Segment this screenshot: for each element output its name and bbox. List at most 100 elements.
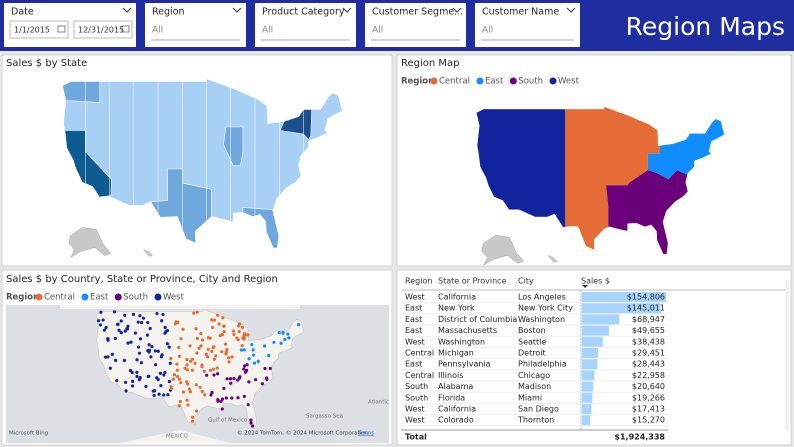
- table-cell: Central: [405, 349, 434, 358]
- chevron[interactable]: [452, 7, 462, 13]
- city-point: [211, 325, 215, 330]
- city-point: [169, 385, 173, 389]
- city-point: [212, 367, 216, 371]
- sort-indicator[interactable]: [582, 285, 588, 288]
- data-bar: [582, 404, 592, 414]
- city-point: [216, 399, 220, 403]
- filter-value: All: [262, 26, 273, 36]
- table-cell: Central: [405, 371, 434, 380]
- city-point: [246, 403, 250, 407]
- table-cell: $15,270: [632, 416, 665, 425]
- city-point: [108, 366, 112, 370]
- city-point: [215, 366, 219, 370]
- city-point: [205, 373, 209, 377]
- city-point: [145, 333, 150, 337]
- city-point: [236, 378, 240, 382]
- chevron[interactable]: [232, 7, 242, 13]
- map-terms[interactable]: Terms: [357, 431, 374, 437]
- city-point: [163, 370, 167, 375]
- city-point: [219, 399, 223, 404]
- city-point: [175, 362, 179, 366]
- city-point: [190, 419, 195, 423]
- column-header: State or Province: [438, 277, 507, 286]
- city-point: [208, 336, 212, 340]
- city-point: [177, 345, 181, 350]
- city-point: [190, 368, 194, 372]
- city-point: [177, 377, 182, 381]
- city-point: [147, 343, 151, 347]
- city-point: [242, 364, 247, 368]
- city-point: [251, 353, 256, 357]
- table-cell: $68,947: [632, 315, 665, 324]
- city-point: [146, 320, 150, 325]
- data-bar: [582, 325, 609, 336]
- table-cell: $19,266: [632, 393, 665, 402]
- city-point: [228, 377, 233, 381]
- state: [223, 126, 244, 166]
- table-cell: $38,438: [632, 337, 665, 346]
- table-cell: Washington: [518, 315, 565, 324]
- city-point: [155, 311, 159, 316]
- data-bar: [582, 314, 620, 325]
- city-point: [178, 399, 182, 404]
- city-point: [195, 336, 199, 341]
- land: [120, 430, 230, 443]
- date-input[interactable]: [73, 20, 133, 39]
- city-point: [172, 373, 177, 377]
- legend-swatch: [81, 293, 89, 301]
- legend-swatch: [114, 293, 122, 301]
- city-point: [242, 394, 246, 399]
- city-point: [277, 331, 281, 335]
- table-cell: Los Angeles: [518, 293, 566, 302]
- city-point: [126, 341, 130, 345]
- filter-label: Date: [11, 7, 34, 18]
- city-point: [195, 310, 199, 314]
- date-input[interactable]: [9, 20, 69, 39]
- table-cell: West: [405, 405, 425, 414]
- city-point: [136, 320, 140, 324]
- city-point: [209, 393, 213, 397]
- filter-label: Customer Name: [482, 7, 559, 18]
- city-point: [216, 372, 220, 376]
- table-cell: Chicago: [518, 371, 550, 380]
- city-point: [137, 351, 142, 355]
- city-point: [227, 356, 231, 360]
- city-point: [296, 323, 301, 327]
- city-point: [135, 374, 139, 379]
- chevron[interactable]: [122, 7, 132, 13]
- city-point: [195, 351, 199, 355]
- city-point: [98, 323, 103, 327]
- city-point: [119, 319, 123, 323]
- scrollbar[interactable]: [785, 280, 789, 430]
- land: [95, 309, 305, 429]
- chevron[interactable]: [566, 7, 576, 13]
- city-point: [224, 352, 228, 356]
- city-point: [245, 363, 249, 367]
- city-point: [252, 361, 257, 365]
- city-point: [247, 380, 251, 384]
- legend-label: West: [558, 77, 580, 87]
- city-point: [179, 381, 183, 385]
- legend-swatch: [430, 77, 438, 85]
- data-bar: [582, 303, 661, 314]
- city-point: [123, 313, 127, 317]
- chevron[interactable]: [342, 7, 352, 13]
- filter-label: Region: [152, 7, 185, 18]
- city-point: [130, 379, 135, 383]
- state: [242, 207, 280, 249]
- table-cell: $17,413: [632, 405, 665, 414]
- city-point: [163, 331, 167, 335]
- city-point: [242, 337, 246, 341]
- city-point: [222, 330, 226, 334]
- city-point: [251, 424, 255, 428]
- city-point: [229, 381, 233, 385]
- legend-label: Central: [439, 77, 470, 87]
- city-point: [112, 310, 117, 314]
- city-point: [135, 358, 139, 362]
- city-point: [117, 328, 121, 332]
- column-header: Sales $: [581, 277, 610, 286]
- city-point: [168, 361, 172, 365]
- city-point: [237, 322, 241, 326]
